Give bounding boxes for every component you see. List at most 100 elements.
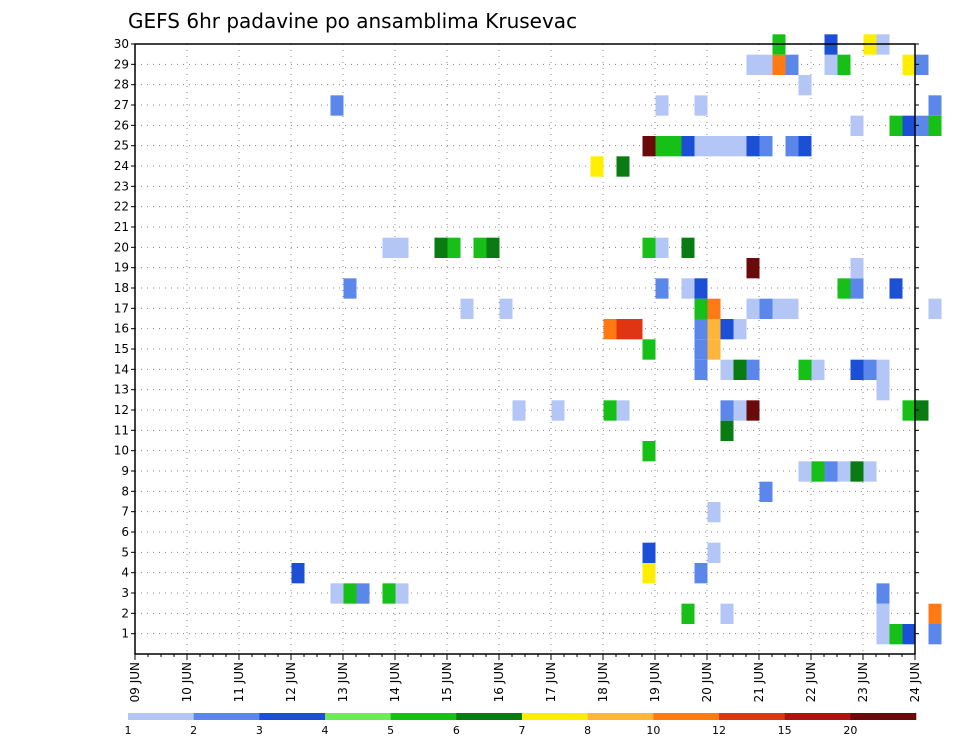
heat-cell (551, 400, 565, 421)
heat-cell (655, 136, 669, 157)
heat-cell (902, 54, 916, 75)
x-tick-label: 14 JUN (388, 662, 402, 702)
heat-cell (681, 237, 695, 258)
y-tick-label: 28 (114, 78, 129, 92)
heat-cell (694, 278, 708, 299)
x-tick-label: 18 JUN (596, 662, 610, 702)
heat-cell (382, 237, 396, 258)
heat-cell (642, 136, 656, 157)
heat-cell (876, 603, 890, 624)
x-tick-label: 20 JUN (700, 662, 714, 702)
y-tick-label: 23 (114, 179, 129, 193)
heatmap-cells (291, 34, 942, 645)
heat-cell (642, 237, 656, 258)
heat-cell (694, 298, 708, 319)
heat-cell (629, 319, 643, 340)
x-tick-label: 16 JUN (492, 662, 506, 702)
heat-cell (395, 583, 409, 604)
heat-cell (746, 400, 760, 421)
heat-cell (772, 298, 786, 319)
heat-cell (863, 359, 877, 380)
x-tick-label: 10 JUN (180, 662, 194, 702)
legend-swatch (850, 713, 917, 720)
heat-cell (837, 461, 851, 482)
y-tick-label: 9 (121, 464, 129, 478)
y-tick-label: 4 (121, 566, 129, 580)
heat-cell (434, 237, 448, 258)
y-tick-label: 6 (121, 525, 129, 539)
heat-cell (837, 278, 851, 299)
heat-cell (694, 339, 708, 360)
heat-cell (850, 258, 864, 279)
x-tick-label: 22 JUN (804, 662, 818, 702)
heat-cell (915, 54, 929, 75)
y-tick-label: 8 (121, 484, 129, 498)
heat-cell (824, 54, 838, 75)
heat-cell (785, 136, 799, 157)
legend-swatch (128, 713, 194, 720)
heat-cell (473, 237, 487, 258)
x-tick-label: 11 JUN (232, 662, 246, 702)
heat-cell (720, 603, 734, 624)
heat-cell (902, 400, 916, 421)
y-tick-label: 5 (121, 545, 129, 559)
heat-cell (876, 583, 890, 604)
x-tick-label: 24 JUN (908, 662, 922, 702)
legend-label: 1 (125, 724, 132, 737)
heat-cell (863, 461, 877, 482)
heat-cell (694, 95, 708, 116)
heat-cell (733, 319, 747, 340)
y-tick-label: 19 (114, 261, 129, 275)
heat-cell (668, 136, 682, 157)
x-tick-label: 15 JUN (440, 662, 454, 702)
heat-cell (811, 359, 825, 380)
heat-cell (707, 298, 721, 319)
legend-swatch (719, 713, 785, 720)
legend-label: 3 (256, 724, 263, 737)
heat-cell (642, 542, 656, 563)
legend-swatch (456, 713, 523, 720)
heat-cell (798, 359, 812, 380)
heat-cell (928, 624, 942, 645)
x-tick-label: 09 JUN (128, 662, 142, 702)
heat-cell (707, 136, 721, 157)
heat-cell (746, 54, 760, 75)
legend-swatch (325, 713, 391, 720)
y-tick-label: 22 (114, 200, 129, 214)
heat-cell (642, 563, 656, 584)
legend-label: 6 (453, 724, 460, 737)
heat-cell (759, 136, 773, 157)
heat-cell (720, 136, 734, 157)
heat-cell (330, 583, 344, 604)
heat-cell (356, 583, 370, 604)
heat-cell (590, 156, 604, 177)
legend-swatch (522, 713, 588, 720)
y-tick-label: 13 (114, 383, 129, 397)
heat-cell (343, 583, 357, 604)
heat-cell (616, 156, 630, 177)
heat-cell (655, 278, 669, 299)
heat-cell (382, 583, 396, 604)
heat-cell (681, 278, 695, 299)
heat-cell (759, 54, 773, 75)
y-tick-label: 11 (114, 423, 129, 437)
y-tick-label: 15 (114, 342, 129, 356)
heat-cell (720, 319, 734, 340)
heat-cell (759, 481, 773, 502)
y-tick-label: 2 (121, 606, 129, 620)
legend-swatch (193, 713, 260, 720)
legend-label: 20 (843, 724, 857, 737)
legend-swatch (784, 713, 851, 720)
heat-cell (915, 115, 929, 136)
heat-cell (772, 54, 786, 75)
legend-swatch (587, 713, 654, 720)
heat-cell (681, 136, 695, 157)
y-tick-label: 7 (121, 505, 129, 519)
y-tick-label: 1 (121, 627, 129, 641)
y-tick-label: 3 (121, 586, 129, 600)
x-tick-label: 13 JUN (336, 662, 350, 702)
heat-cell (759, 298, 773, 319)
heat-cell (746, 136, 760, 157)
legend-swatch (653, 713, 720, 720)
